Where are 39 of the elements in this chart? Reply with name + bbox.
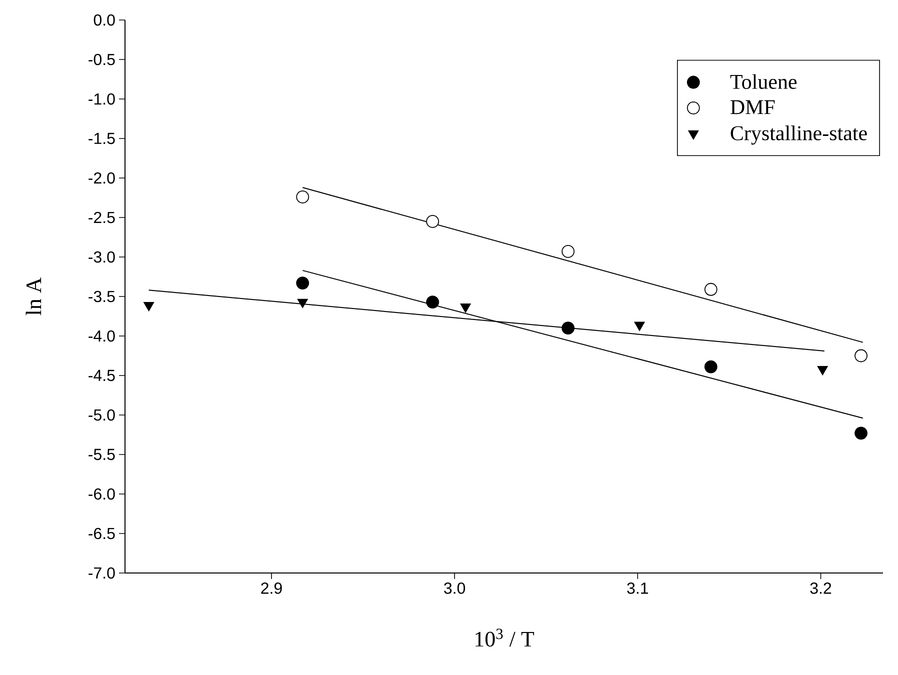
y-tick-label: -6.5: [88, 528, 115, 540]
y-tick-label: -5.0: [88, 409, 115, 421]
point: [296, 276, 310, 290]
x-axis-title: 10$^{3}$ / T: [476, 628, 534, 647]
point: [634, 322, 645, 331]
point: [854, 349, 868, 362]
point: [704, 282, 718, 296]
y-axis-title: ln A: [26, 277, 42, 316]
point: [562, 245, 575, 258]
point: [297, 298, 308, 308]
y-tick-label: -2.0: [88, 172, 115, 184]
x-tick-label: 2.9: [261, 582, 282, 594]
x-tick-label: 3.2: [810, 582, 832, 594]
y-tick-label: -3.0: [88, 251, 115, 263]
point: [817, 366, 828, 376]
point: [426, 296, 440, 308]
legend-label: Crystalline-state: [730, 126, 867, 145]
point: [144, 302, 154, 312]
y-tick-label: -4.5: [88, 370, 115, 382]
y-tick-label: -0.5: [88, 54, 115, 66]
point: [460, 304, 471, 313]
y-tick-label: -4.0: [88, 330, 115, 342]
point: [704, 360, 718, 374]
y-tick-label: -1.0: [88, 93, 115, 105]
point: [426, 214, 440, 228]
y-tick-label: -1.5: [88, 132, 115, 144]
y-tick-label: -3.5: [88, 290, 115, 302]
x-tick-label: 3.1: [627, 582, 648, 594]
legend-label: DMF: [730, 100, 775, 114]
y-tick-label: -7.0: [88, 567, 115, 579]
point: [854, 426, 868, 440]
y-tick-label: -5.5: [88, 448, 115, 460]
legend-label: Toluene: [730, 74, 797, 89]
y-tick-label: 0.0: [94, 14, 115, 26]
x-tick-label: 3.0: [444, 582, 466, 594]
y-tick-label: -6.0: [88, 488, 115, 500]
point: [296, 190, 310, 204]
point: [562, 322, 575, 335]
y-tick-label: -2.5: [88, 212, 115, 224]
